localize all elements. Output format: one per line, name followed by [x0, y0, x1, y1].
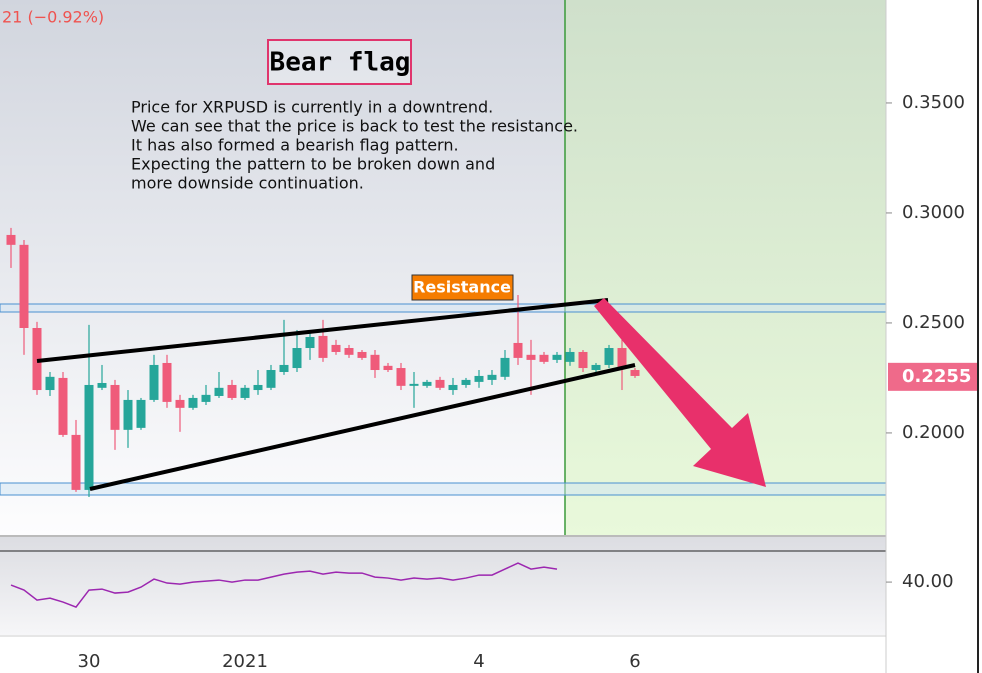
- y-tick-label: 0.3500: [902, 92, 965, 113]
- candle-body: [292, 348, 302, 369]
- candle-body: [539, 354, 549, 362]
- candle-body: [188, 397, 198, 408]
- note: We can see that the price is back to tes…: [131, 117, 578, 136]
- candle-body: [45, 376, 55, 391]
- chart-title: Bear flag: [270, 48, 411, 78]
- candle-body: [84, 384, 94, 490]
- candle-body: [344, 348, 354, 355]
- candle-body: [214, 387, 224, 396]
- candle-body: [396, 368, 406, 386]
- candle-body: [552, 354, 562, 360]
- candle-body: [279, 364, 289, 372]
- y-tick-label: 40.00: [902, 571, 954, 592]
- candle-body: [526, 354, 536, 360]
- note: Price for XRPUSD is currently in a downt…: [131, 98, 493, 117]
- x-tick-label: 4: [473, 651, 484, 672]
- candle-body: [318, 335, 328, 358]
- y-tick-label: 0.2000: [902, 422, 965, 443]
- candle-body: [58, 377, 68, 435]
- rsi-line: [10, 562, 558, 608]
- y-tick-label: 0.2500: [902, 312, 965, 333]
- candle-body: [617, 348, 627, 369]
- note: It has also formed a bearish flag patter…: [131, 136, 459, 155]
- candle-body: [123, 399, 133, 430]
- candle-body: [162, 362, 172, 402]
- candle-body: [253, 384, 263, 391]
- candle-body: [305, 337, 315, 349]
- candle-body: [136, 399, 146, 428]
- note: Expecting the pattern to be broken down …: [131, 155, 495, 174]
- candle-body: [578, 351, 588, 369]
- candle-body: [175, 399, 185, 408]
- candle-body: [110, 384, 120, 430]
- candle-body: [604, 348, 614, 365]
- candles: [6, 227, 640, 497]
- flag-lower: [89, 363, 636, 491]
- flag-upper: [36, 298, 609, 363]
- candle-body: [97, 382, 107, 388]
- candle-body: [513, 342, 523, 358]
- candle-body: [461, 379, 471, 385]
- candle-body: [357, 351, 367, 358]
- note: more downside continuation.: [131, 174, 364, 193]
- candle-body: [227, 384, 237, 398]
- candle-body: [630, 370, 640, 376]
- candle-body: [201, 394, 211, 402]
- x-tick-label: 6: [629, 651, 640, 672]
- candle-body: [331, 344, 341, 352]
- last-price-box: [888, 362, 977, 391]
- arrow: [594, 298, 766, 487]
- zone-label-box: [411, 274, 514, 301]
- candle-body: [240, 387, 250, 398]
- candle-body: [19, 244, 29, 328]
- candle-body: [487, 374, 497, 380]
- candle-body: [500, 357, 510, 377]
- y-tick-label: 0.3000: [902, 202, 965, 223]
- x-tick-label: 2021: [222, 651, 268, 672]
- candle-body: [6, 234, 16, 245]
- last-price-label: 0.2255: [902, 366, 971, 387]
- resistance-zone: [0, 303, 887, 313]
- candle-body: [474, 375, 484, 382]
- candle-body: [422, 381, 432, 386]
- candle-body: [409, 383, 419, 386]
- ticker-change: 21 (−0.92%): [2, 8, 104, 27]
- candle-body: [370, 354, 380, 371]
- support-zone: [0, 482, 887, 496]
- candle-body: [448, 384, 458, 391]
- candle-body: [435, 379, 445, 388]
- candle-body: [591, 364, 601, 371]
- candle-body: [266, 370, 276, 388]
- candle-body: [71, 434, 81, 490]
- zone-label: Resistance: [413, 278, 511, 297]
- title-box: [267, 39, 412, 85]
- rsi-pane: [0, 537, 886, 635]
- candle-body: [383, 365, 393, 371]
- candle-body: [565, 351, 575, 362]
- candle-body: [149, 364, 159, 400]
- x-tick-label: 30: [78, 651, 101, 672]
